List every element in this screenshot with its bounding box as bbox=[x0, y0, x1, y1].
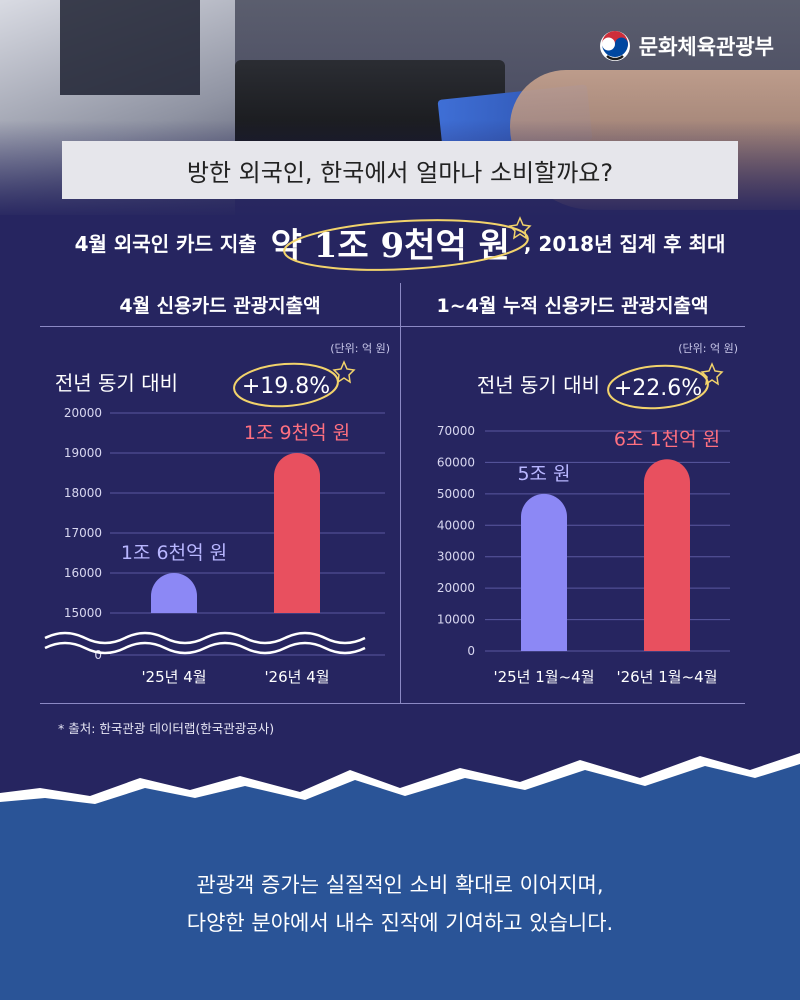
bars: 1조 6천억 원 1조 9천억 원 bbox=[121, 422, 350, 613]
axis-break-wave bbox=[44, 641, 366, 655]
y-tick-label: 18000 bbox=[64, 486, 102, 500]
bar bbox=[274, 453, 320, 613]
headline-suffix: , 2018년 집계 후 최대 bbox=[523, 231, 726, 256]
star-icon bbox=[508, 216, 532, 240]
y-tick-label: 20000 bbox=[64, 406, 102, 420]
growth-value: +22.6% bbox=[614, 376, 702, 401]
bar bbox=[521, 493, 567, 651]
y-tick-label: 70000 bbox=[437, 424, 475, 438]
y-tick-label: 19000 bbox=[64, 446, 102, 460]
column-divider bbox=[400, 283, 401, 703]
conclusion: 관광객 증가는 실질적인 소비 확대로 이어지며, 다양한 분야에서 내수 진작… bbox=[0, 866, 800, 942]
footer-divider bbox=[40, 703, 745, 704]
x-tick-label: '26년 4월 bbox=[264, 668, 329, 686]
bars: 5조 원 6조 1천억 원 bbox=[517, 428, 720, 651]
y-tick-label: 15000 bbox=[64, 606, 102, 620]
y-tick-label: 10000 bbox=[437, 613, 475, 627]
ministry-name: 문화체육관광부 bbox=[638, 35, 774, 59]
y-tick-label: 20000 bbox=[437, 581, 475, 595]
title-banner: 방한 외국인, 한국에서 얼마나 소비할까요? bbox=[62, 141, 738, 199]
x-axis: '25년 4월 '26년 4월 bbox=[141, 668, 329, 686]
y-tick-label: 60000 bbox=[437, 455, 475, 469]
left-chart-title: 4월 신용카드 관광지출액 bbox=[119, 294, 321, 317]
y-tick-label: 0 bbox=[94, 648, 102, 662]
growth-label: 전년 동기 대비 bbox=[477, 373, 600, 397]
growth-value: +19.8% bbox=[242, 374, 330, 399]
star-icon bbox=[700, 362, 724, 386]
header-divider bbox=[40, 326, 745, 327]
title-text: 방한 외국인, 한국에서 얼마나 소비할까요? bbox=[186, 158, 614, 187]
ministry-logo: 문화체육관광부 bbox=[599, 26, 774, 66]
unit-label: (단위: 억 원) bbox=[330, 342, 390, 355]
headline: 4월 외국인 카드 지출 약 1조 9천억 원 , 2018년 집계 후 최대 bbox=[0, 212, 800, 272]
axis-break-wave bbox=[44, 631, 366, 645]
unit-label: (단위: 억 원) bbox=[678, 342, 738, 355]
x-tick-label: '25년 1월~4월 bbox=[493, 668, 594, 686]
taegeuk-icon bbox=[599, 31, 630, 61]
y-tick-label: 16000 bbox=[64, 566, 102, 580]
data-label: 1조 9천억 원 bbox=[244, 422, 350, 444]
x-tick-label: '26년 1월~4월 bbox=[616, 668, 717, 686]
data-label: 1조 6천억 원 bbox=[121, 542, 227, 564]
y-tick-label: 0 bbox=[467, 644, 475, 658]
right-chart-title: 1~4월 누적 신용카드 관광지출액 bbox=[436, 294, 709, 317]
y-tick-label: 30000 bbox=[437, 550, 475, 564]
bottom-band bbox=[0, 810, 800, 1000]
growth-label: 전년 동기 대비 bbox=[55, 371, 178, 395]
headline-prefix: 4월 외국인 카드 지출 bbox=[74, 231, 257, 256]
headline-highlight: 약 1조 9천억 원 bbox=[270, 225, 510, 266]
bar bbox=[644, 459, 690, 651]
kiosk-screen bbox=[60, 0, 200, 95]
y-tick-label: 50000 bbox=[437, 487, 475, 501]
data-label: 5조 원 bbox=[517, 463, 570, 485]
chart-april: (단위: 억 원) 전년 동기 대비 +19.8% 20000 19000 1800… bbox=[44, 342, 390, 686]
y-tick-label: 17000 bbox=[64, 526, 102, 540]
x-tick-label: '25년 4월 bbox=[141, 668, 206, 686]
conclusion-line-2: 다양한 분야에서 내수 진작에 기여하고 있습니다. bbox=[186, 911, 614, 935]
data-label: 6조 1천억 원 bbox=[614, 428, 720, 450]
source-note: * 출처: 한국관광 데이터랩(한국관광공사) bbox=[58, 721, 275, 736]
bar bbox=[151, 573, 197, 613]
conclusion-line-1: 관광객 증가는 실질적인 소비 확대로 이어지며, bbox=[196, 873, 604, 897]
y-axis: 20000 19000 18000 17000 16000 15000 0 bbox=[64, 406, 385, 662]
highlight-ellipse bbox=[283, 216, 532, 271]
x-axis: '25년 1월~4월 '26년 1월~4월 bbox=[493, 668, 717, 686]
star-icon bbox=[332, 360, 356, 384]
y-tick-label: 40000 bbox=[437, 518, 475, 532]
chart-jan-apr: (단위: 억 원) 전년 동기 대비 +22.6% 70000 60000 5000… bbox=[437, 342, 738, 686]
torn-paper-edge bbox=[0, 753, 800, 818]
